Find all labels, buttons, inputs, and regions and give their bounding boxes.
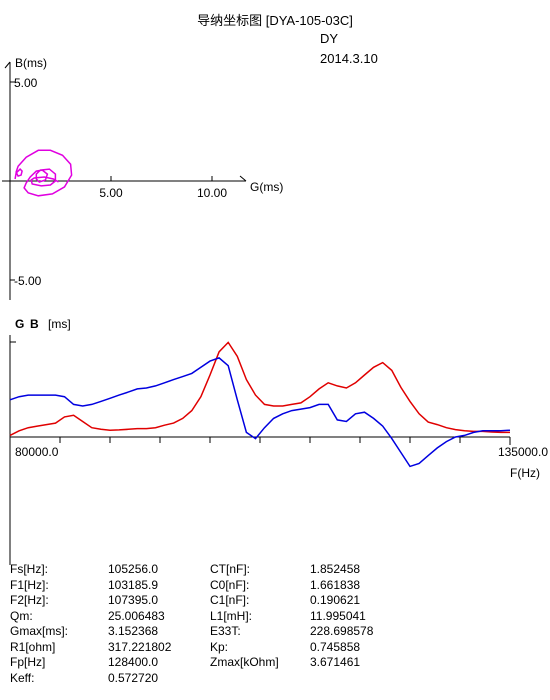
series-g-line	[9, 341, 510, 437]
param-label: C1[nF]:	[210, 593, 250, 607]
x-tick-label: 5.00	[99, 186, 123, 200]
param-value: 3.152368	[108, 624, 159, 638]
param-value: 105256.0	[108, 562, 159, 576]
param-label: C0[nF]:	[210, 577, 250, 592]
param-value: 0.572720	[108, 670, 159, 685]
param-label: L1[mH]:	[210, 608, 253, 623]
parameter-row: Fs[Hz]: 105256.0 CT[nF]: 1.852458	[10, 562, 420, 578]
y-axis-arrow	[4, 61, 11, 69]
param-label: Gmax[ms]:	[10, 624, 69, 638]
param-label: Fs[Hz]:	[10, 562, 48, 576]
param-label: F2[Hz]:	[10, 593, 49, 607]
param-label: Qm:	[10, 608, 33, 623]
param-label	[210, 671, 310, 687]
parameter-row: F1[Hz]: 103185.9 C0[nF]: 1.661838	[10, 578, 420, 594]
x-axis-arrow	[239, 175, 247, 182]
param-label: Fp[Hz]	[10, 655, 46, 669]
param-value: 128400.0	[108, 655, 159, 669]
param-value: 25.006483	[108, 608, 165, 623]
param-value	[310, 671, 420, 687]
parameter-row: R1[ohm] 317.221802 Kp: 0.745858	[10, 640, 420, 656]
param-label: Zmax[kOhm]	[210, 655, 279, 669]
param-value: 1.852458	[310, 562, 361, 576]
x-start-label: 80000.0	[15, 445, 59, 459]
date-label: 2014.3.10	[320, 51, 378, 66]
chart-title: 导纳坐标图 [DYA-105-03C]	[197, 13, 353, 28]
param-label: F1[Hz]:	[10, 577, 49, 592]
param-value: 1.661838	[310, 577, 361, 592]
param-value: 11.995041	[310, 608, 366, 623]
param-value: 107395.0	[108, 593, 159, 607]
param-label: Keff:	[10, 670, 35, 685]
param-value: 103185.9	[108, 577, 159, 592]
parameter-row: Gmax[ms]: 3.152368 E33T: 228.698578	[10, 624, 420, 640]
parameter-row: F2[Hz]: 107395.0 C1[nF]: 0.190621	[10, 593, 420, 609]
y-axis-label: B(ms)	[15, 56, 47, 70]
param-value: 228.698578	[310, 624, 374, 638]
x-tick-label: 10.00	[197, 186, 227, 200]
y-tick-label: 5.00	[14, 76, 38, 90]
parameter-row: Qm: 25.006483 L1[mH]: 11.995041	[10, 609, 420, 625]
param-label: CT[nF]:	[210, 562, 251, 576]
x-end-label: 135000.0	[498, 445, 548, 459]
param-value: 3.671461	[310, 655, 361, 669]
x-axis-freq-label: F(Hz)	[510, 466, 540, 480]
parameter-row: Fp[Hz] 128400.0 Zmax[kOhm] 3.671461	[10, 655, 420, 671]
operator-label: DY	[320, 31, 339, 46]
admittance-circle-curve	[14, 149, 73, 197]
param-value: 0.745858	[310, 639, 361, 654]
param-label: R1[ohm]	[10, 639, 56, 654]
parameter-table: Fs[Hz]: 105256.0 CT[nF]: 1.852458 F1[Hz]: 103…	[10, 562, 420, 686]
series-b-line	[9, 357, 511, 468]
y-unit-label: [ms]	[48, 317, 71, 331]
parameter-row: Keff: 0.572720	[10, 671, 420, 687]
param-value: 0.190621	[310, 593, 361, 607]
param-label: E33T:	[210, 624, 241, 638]
legend-b: B	[30, 317, 39, 331]
x-axis-label: G(ms)	[250, 180, 283, 194]
param-value: 317.221802	[108, 639, 172, 654]
param-label: Kp:	[210, 639, 229, 654]
y-tick-label: -5.00	[14, 274, 42, 288]
legend-g: G	[15, 317, 24, 331]
